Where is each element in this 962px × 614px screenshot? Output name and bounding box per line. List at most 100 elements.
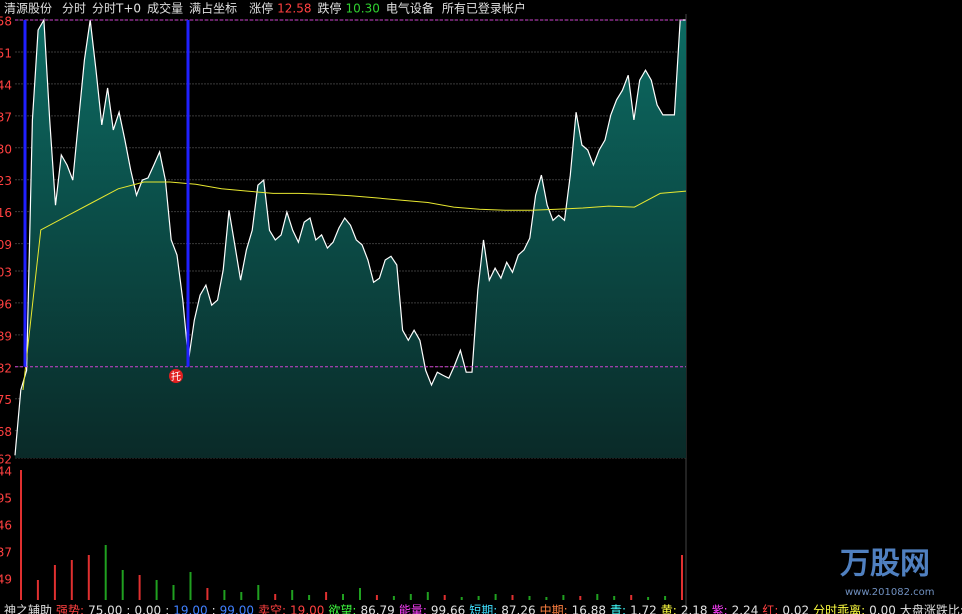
header-text: 满占坐标	[189, 1, 237, 16]
annotation-dot	[169, 369, 183, 383]
volume-bar	[342, 594, 344, 600]
header-text: 12.58	[277, 2, 311, 16]
footer-text: 0.02	[782, 604, 809, 614]
y-tick-label: 96	[0, 297, 12, 311]
volume-bar	[189, 572, 192, 600]
y-tick-label: 44	[0, 78, 12, 92]
volume-bar	[409, 594, 412, 600]
header-text: 分时	[62, 2, 86, 16]
footer-text: 99.00	[220, 604, 254, 614]
volume-tick-label: 44	[0, 465, 12, 479]
footer-text: 红:	[762, 603, 778, 614]
volume-tick-label: 95	[0, 492, 12, 506]
y-tick-label: 68	[0, 425, 12, 439]
volume-bar	[20, 470, 22, 600]
volume-bar	[53, 565, 56, 600]
footer-text: 神之辅助	[4, 604, 52, 614]
volume-bar	[511, 595, 514, 600]
footer-text: 2.18	[681, 604, 708, 614]
volume-bar	[240, 592, 243, 600]
footer-text: 紫:	[712, 604, 728, 614]
y-tick-label: 16	[0, 206, 12, 220]
volume-bar	[257, 585, 260, 600]
y-tick-label: 23	[0, 174, 12, 188]
volume-bar	[206, 588, 209, 600]
header-text: 所有已登录帐户	[442, 1, 526, 16]
footer-text: 强势:	[56, 604, 84, 614]
footer-text: 卖空:	[258, 604, 286, 614]
volume-bar	[647, 597, 650, 600]
y-tick-label: 89	[0, 329, 12, 343]
footer-text: 短期:	[469, 604, 497, 614]
volume-bar	[443, 595, 446, 600]
volume-tick-label: 49	[0, 573, 12, 587]
watermark-url: www.201082.com	[845, 587, 935, 598]
footer-text: 能量:	[399, 604, 427, 614]
volume-bar	[613, 596, 616, 600]
footer-text: 2.24	[732, 604, 759, 614]
footer-text: 75.00	[88, 604, 122, 614]
volume-bar	[172, 585, 175, 600]
volume-bar	[392, 596, 395, 600]
footer-text: 1.72	[630, 604, 657, 614]
volume-bar	[223, 590, 226, 600]
volume-bar	[596, 594, 599, 600]
volume-bar	[87, 555, 90, 600]
footer-text: 16.88	[572, 604, 606, 614]
volume-bar	[460, 597, 463, 600]
y-tick-label: 62	[0, 453, 12, 467]
volume-bar	[579, 596, 582, 600]
volume-bar	[494, 594, 497, 600]
price-area	[15, 20, 686, 458]
volume-bar	[477, 596, 480, 600]
y-tick-label: 75	[0, 393, 12, 407]
annotation: 托	[171, 370, 181, 383]
volume-bar	[545, 597, 548, 600]
y-tick-label: 82	[0, 361, 12, 375]
volume-bar	[562, 595, 565, 600]
footer-text: 0.00	[134, 604, 161, 614]
footer-text: :	[212, 604, 216, 614]
footer-text: 0.00	[869, 604, 896, 614]
y-tick-label: 09	[0, 238, 12, 252]
footer-text: 青:	[610, 604, 626, 614]
volume-bar	[104, 545, 107, 600]
footer-text: 大盘涨跌比:	[900, 603, 962, 614]
header-text: 电气设备	[386, 1, 434, 16]
footer-text: :	[165, 604, 169, 614]
y-tick-label: 51	[0, 46, 12, 60]
volume-bar	[155, 580, 158, 600]
footer-text: 黄:	[661, 604, 677, 614]
volume-bar	[375, 595, 378, 600]
volume-tick-label: 46	[0, 519, 12, 533]
header-text: 跌停	[317, 1, 341, 16]
footer-text: 99.66	[431, 604, 465, 614]
header-text: 10.30	[345, 2, 379, 16]
volume-bar	[681, 555, 683, 600]
header-text: 涨停	[249, 1, 273, 16]
volume-bar	[291, 590, 294, 600]
footer-text: 19.00	[290, 604, 324, 614]
volume-bar	[308, 595, 311, 600]
y-tick-label: 30	[0, 142, 12, 156]
footer-text: 86.79	[360, 604, 394, 614]
footer-text: 分时乖离:	[813, 603, 865, 614]
volume-bar	[359, 588, 361, 600]
footer-text: :	[126, 604, 130, 614]
y-tick-label: 03	[0, 265, 12, 279]
y-tick-label: 37	[0, 110, 12, 124]
price-line	[14, 17, 686, 456]
volume-bar	[630, 595, 633, 600]
watermark-brand: 万股网	[840, 547, 930, 582]
header-text: 分时T+0	[92, 2, 141, 16]
volume-bar	[70, 560, 73, 600]
footer-text: 欲望:	[328, 604, 356, 614]
volume-bar	[528, 596, 531, 600]
footer-text: 中期:	[540, 603, 568, 614]
footer-text: 19.00	[173, 604, 207, 614]
volume-bar	[138, 575, 141, 600]
volume-bar	[325, 592, 328, 600]
header-text: 成交量	[147, 1, 183, 16]
volume-bar	[426, 592, 429, 600]
